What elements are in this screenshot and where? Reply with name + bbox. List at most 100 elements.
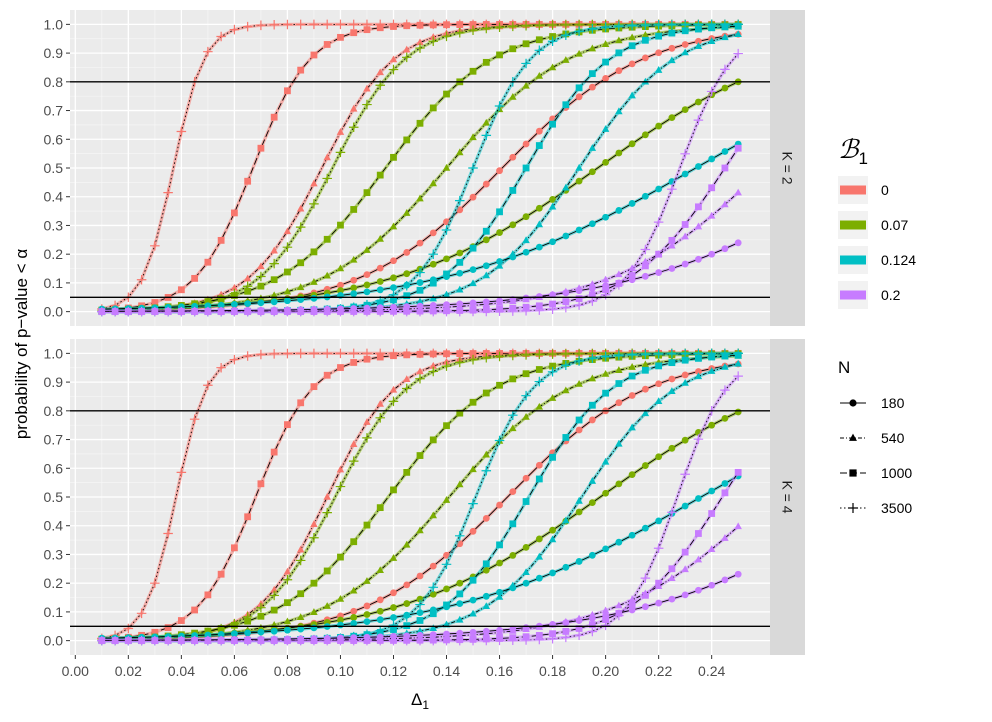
data-point xyxy=(681,371,689,379)
data-point xyxy=(668,44,676,52)
data-point xyxy=(522,498,530,505)
data-point xyxy=(335,348,346,359)
data-point xyxy=(667,348,677,359)
data-point xyxy=(469,609,477,617)
data-point xyxy=(508,410,518,420)
data-point xyxy=(376,399,384,407)
data-point xyxy=(295,222,306,232)
data-point xyxy=(562,289,570,297)
data-point xyxy=(549,300,556,308)
data-point xyxy=(337,221,344,229)
data-point xyxy=(535,302,543,310)
data-point xyxy=(456,350,464,357)
data-point xyxy=(442,496,451,503)
data-point xyxy=(695,354,702,362)
data-point xyxy=(535,142,543,149)
data-point xyxy=(469,576,477,584)
data-point xyxy=(204,636,212,644)
data-point xyxy=(456,600,464,608)
data-point xyxy=(204,307,212,315)
data-point xyxy=(363,189,371,197)
data-point xyxy=(681,106,689,113)
data-point xyxy=(336,128,345,135)
data-point xyxy=(257,480,265,488)
data-point xyxy=(429,631,437,639)
data-point xyxy=(522,303,530,311)
data-point xyxy=(548,394,557,401)
data-point xyxy=(588,70,596,78)
data-point xyxy=(509,634,517,642)
data-point xyxy=(588,614,596,622)
data-point xyxy=(337,616,344,624)
data-point xyxy=(681,378,689,386)
data-point xyxy=(456,148,464,156)
data-point xyxy=(494,435,505,446)
x-tick-label: 0.22 xyxy=(645,663,672,679)
data-point xyxy=(481,465,492,476)
data-point xyxy=(376,616,384,624)
data-point xyxy=(323,602,331,609)
data-point xyxy=(363,26,371,34)
data-point xyxy=(522,474,530,482)
data-point xyxy=(349,440,358,447)
data-point xyxy=(335,481,346,492)
data-point xyxy=(509,187,517,194)
data-point xyxy=(695,98,702,106)
data-point xyxy=(734,570,742,578)
data-point xyxy=(138,307,145,315)
data-point xyxy=(721,23,729,31)
data-point xyxy=(429,606,437,614)
data-point xyxy=(244,177,252,185)
data-point xyxy=(456,21,464,28)
data-point xyxy=(270,298,278,306)
data-point xyxy=(337,305,344,313)
data-point xyxy=(549,630,556,638)
data-point xyxy=(230,544,238,552)
data-point xyxy=(429,590,437,598)
data-point xyxy=(655,362,663,370)
data-point xyxy=(641,131,649,139)
shape-legend-item: 180 xyxy=(840,395,905,411)
data-point xyxy=(429,276,437,284)
data-point xyxy=(416,526,424,534)
data-point xyxy=(242,351,253,361)
data-point xyxy=(508,21,518,32)
data-point xyxy=(376,278,384,285)
data-point xyxy=(350,206,358,213)
data-point xyxy=(284,87,291,95)
x-tick-label: 0.00 xyxy=(62,663,89,679)
data-point xyxy=(456,480,464,488)
data-point xyxy=(615,36,623,44)
data-point xyxy=(229,354,240,365)
data-point xyxy=(310,635,318,642)
data-point xyxy=(509,92,517,100)
data-point xyxy=(655,380,663,388)
data-point xyxy=(376,607,384,615)
data-point xyxy=(416,609,424,617)
data-point xyxy=(257,144,265,152)
data-point xyxy=(681,260,689,268)
data-point xyxy=(257,635,265,643)
data-point xyxy=(403,45,411,53)
data-point xyxy=(376,633,384,641)
data-point xyxy=(654,250,663,257)
data-point xyxy=(602,389,610,397)
data-point xyxy=(575,508,583,516)
color-legend-entries: 0 0.07 0.124 0.2 xyxy=(838,176,916,309)
data-point xyxy=(708,581,716,589)
data-point xyxy=(151,299,159,306)
data-point xyxy=(429,307,437,315)
data-point xyxy=(256,602,266,613)
y-tick-label: 0.5 xyxy=(44,160,64,176)
data-point xyxy=(547,36,558,47)
data-point xyxy=(588,499,596,507)
data-point xyxy=(469,465,477,473)
y-tick-label: 0.4 xyxy=(44,189,64,205)
data-point xyxy=(628,606,636,614)
data-point xyxy=(296,545,305,553)
data-point xyxy=(496,559,503,567)
data-point xyxy=(456,615,464,623)
data-point xyxy=(681,48,689,56)
data-point xyxy=(468,163,478,173)
data-point xyxy=(469,306,477,314)
